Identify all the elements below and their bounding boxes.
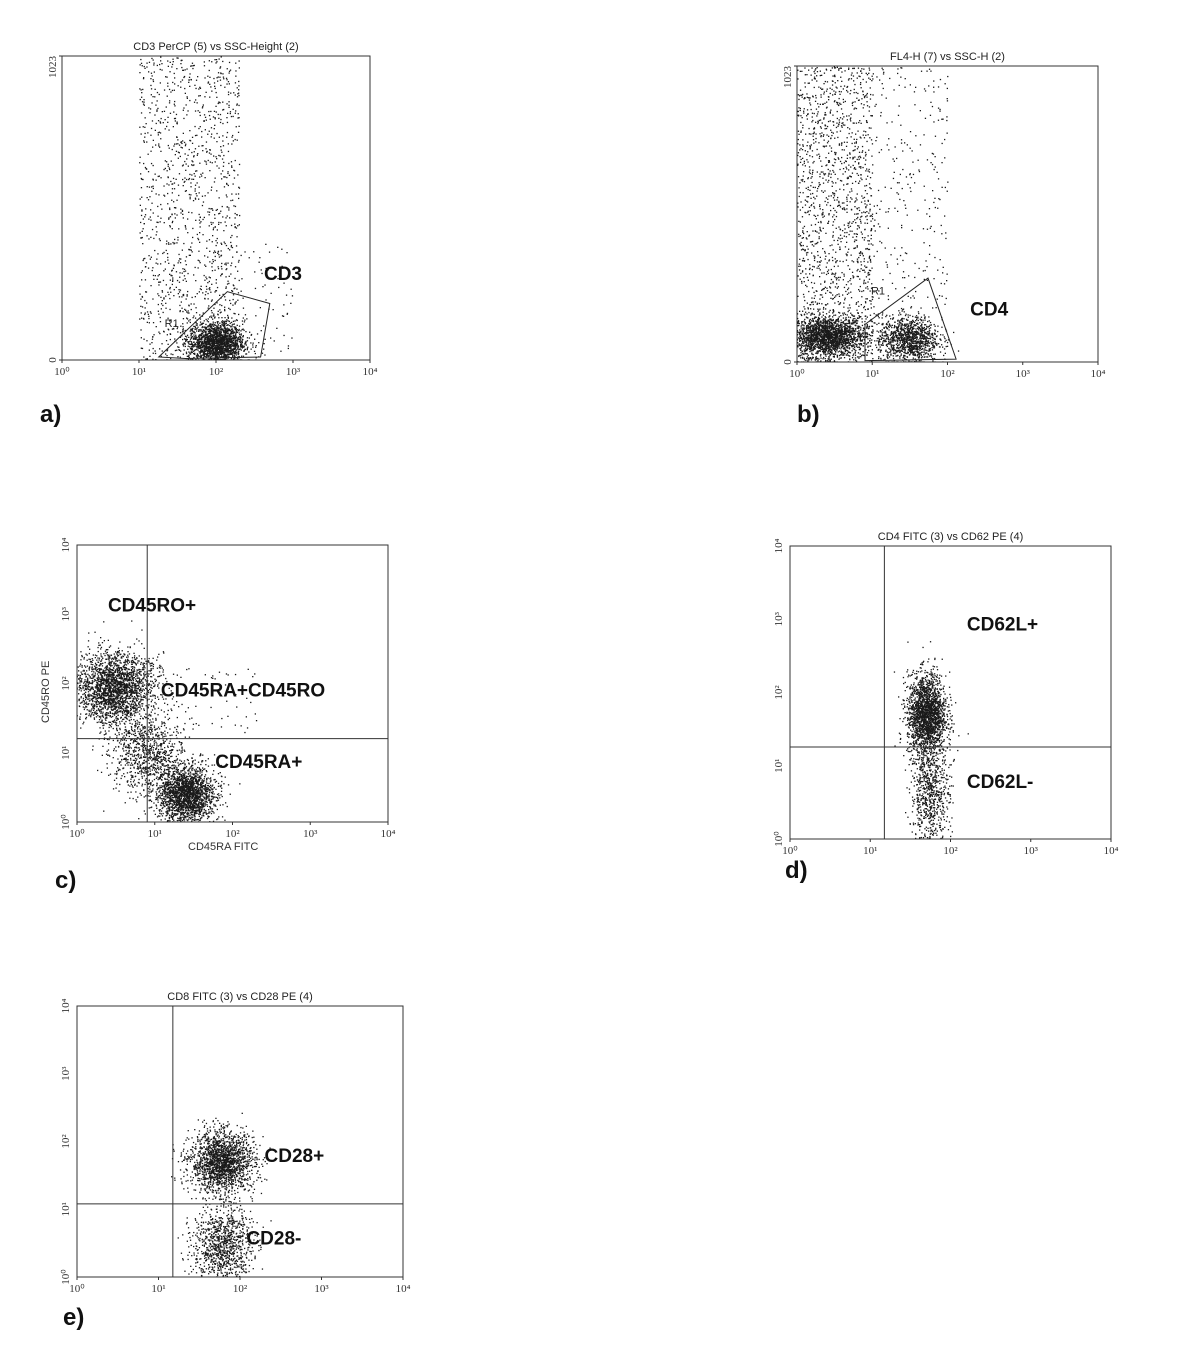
- y-tick-label: 10⁴: [773, 538, 785, 553]
- event-cluster: [177, 1157, 272, 1277]
- event-cluster: [797, 302, 888, 362]
- events-layer: [893, 641, 969, 839]
- y-tick-label: 0: [782, 359, 794, 365]
- x-tick-label: 10⁰: [782, 845, 798, 857]
- x-tick-label: 10⁴: [363, 366, 378, 378]
- y-tick-label: 10³: [60, 1066, 72, 1081]
- event-cluster: [147, 663, 258, 734]
- population-label: CD28+: [265, 1146, 325, 1167]
- x-tick-label: 10²: [225, 828, 240, 840]
- population-label: CD28-: [246, 1229, 301, 1250]
- y-tick-label: 10¹: [773, 759, 785, 773]
- x-tick-label: 10⁰: [789, 368, 805, 380]
- x-tick-label: 10³: [1016, 368, 1031, 380]
- panel-letter: c): [55, 867, 76, 894]
- panel-a: CD3 PerCP (5) vs SSC-Height (2) R1 CD3 10⁰ 1…: [40, 41, 378, 428]
- x-tick-label: 10²: [233, 1283, 248, 1295]
- plot-title: CD3 PerCP (5) vs SSC-Height (2): [133, 41, 298, 53]
- y-tick-label: 10⁴: [60, 998, 72, 1013]
- panel-c: CD45RO+ CD45RA+CD45RO CD45RA+ 10⁰ 10¹ 10² 10³ 1…: [40, 537, 396, 894]
- x-tick-label: 10¹: [865, 368, 879, 380]
- panel-letter: a): [40, 401, 61, 428]
- y-tick-label: 10⁰: [60, 814, 72, 830]
- y-tick-label: 10⁰: [773, 831, 785, 847]
- panel-letter: e): [63, 1304, 84, 1331]
- y-tick-label: 0: [47, 357, 59, 363]
- x-tick-label: 10³: [286, 366, 301, 378]
- x-tick-label: 10¹: [132, 366, 146, 378]
- panel-b: FL4-H (7) vs SSC-H (2) R1 CD4 10⁰ 10¹ 10² 10³ 1…: [782, 51, 1106, 428]
- x-tick-label: 10⁴: [1091, 368, 1106, 380]
- y-tick-label: 10²: [773, 685, 785, 700]
- y-tick-label: 10⁰: [60, 1269, 72, 1285]
- panel-d: CD4 FITC (3) vs CD62 PE (4) CD62L+ CD62L- 1…: [773, 531, 1119, 884]
- x-tick-label: 10⁴: [396, 1283, 411, 1295]
- events-layer: [77, 620, 258, 822]
- event-cluster: [138, 753, 241, 822]
- events-layer: [171, 1112, 282, 1277]
- plot-frame: [61, 55, 371, 361]
- events-layer: [797, 66, 960, 362]
- event-cluster: [893, 641, 969, 780]
- x-tick-label: 10¹: [151, 1283, 165, 1295]
- population-label: CD45RA+: [215, 752, 302, 773]
- x-tick-label: 10³: [1024, 845, 1039, 857]
- x-tick-label: 10¹: [863, 845, 877, 857]
- panel-letter: b): [797, 401, 820, 428]
- events-layer: [139, 56, 294, 360]
- event-cluster: [217, 242, 294, 359]
- y-tick-label: 10³: [773, 611, 785, 626]
- event-cluster: [797, 66, 874, 362]
- y-tick-label: 1023: [782, 66, 794, 89]
- plot-title: CD8 FITC (3) vs CD28 PE (4): [167, 991, 312, 1003]
- x-tick-label: 10⁴: [381, 828, 396, 840]
- x-tick-label: 10¹: [148, 828, 162, 840]
- event-cluster: [905, 717, 955, 839]
- event-cluster: [169, 297, 264, 360]
- x-tick-label: 10⁴: [1104, 845, 1119, 857]
- x-tick-label: 10⁰: [54, 366, 70, 378]
- event-cluster: [139, 56, 241, 360]
- panel-e: CD8 FITC (3) vs CD28 PE (4) CD28+ CD28- 10⁰…: [60, 991, 411, 1331]
- y-tick-label: 1023: [47, 56, 59, 79]
- y-tick-label: 10²: [60, 676, 72, 691]
- y-tick-label: 10¹: [60, 1202, 72, 1216]
- y-axis-label: CD45RO PE: [40, 661, 52, 723]
- x-tick-label: 10²: [209, 366, 224, 378]
- x-tick-label: 10³: [314, 1283, 329, 1295]
- x-tick-label: 10²: [940, 368, 955, 380]
- x-tick-label: 10⁰: [69, 1283, 85, 1295]
- gate-region-r1: [157, 291, 271, 360]
- x-tick-label: 10³: [303, 828, 318, 840]
- population-label: CD45RO+: [108, 595, 196, 616]
- gate-label: R1: [871, 285, 885, 297]
- x-tick-label: 10⁰: [69, 828, 85, 840]
- panel-letter: d): [785, 857, 808, 884]
- x-axis-label: CD45RA FITC: [188, 841, 258, 853]
- plot-title: CD4 FITC (3) vs CD62 PE (4): [878, 531, 1023, 543]
- y-tick-label: 10²: [60, 1134, 72, 1149]
- y-tick-label: 10¹: [60, 746, 72, 760]
- population-label: CD62L+: [967, 615, 1038, 636]
- plot-title: FL4-H (7) vs SSC-H (2): [890, 51, 1005, 63]
- population-label: CD3: [264, 264, 302, 285]
- population-label: CD45RA+CD45RO: [161, 680, 325, 701]
- gate-region-r1: [864, 277, 957, 362]
- event-cluster: [872, 67, 949, 334]
- population-label: CD62L-: [967, 772, 1034, 793]
- plot-frame: [796, 65, 1099, 363]
- population-label: CD4: [970, 300, 1008, 321]
- gate-label: R1: [165, 318, 179, 330]
- y-tick-label: 10³: [60, 606, 72, 621]
- event-cluster: [92, 690, 223, 819]
- x-tick-label: 10²: [943, 845, 958, 857]
- y-tick-label: 10⁴: [60, 537, 72, 552]
